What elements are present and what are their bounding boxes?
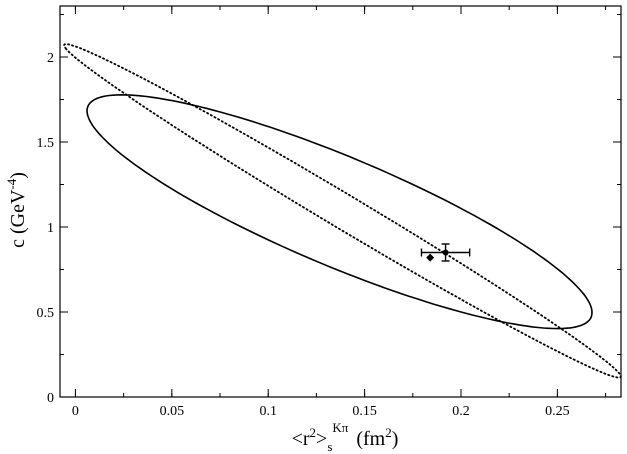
confidence-ellipses [63,43,622,379]
data-points [420,243,471,262]
data-point-diamond [426,253,435,262]
data-point-circle [442,249,449,256]
x-axis-label: <r2>sKπ(fm2) [292,420,399,454]
x-tick-label: 0 [72,404,79,419]
y-tick-label: 0 [47,391,54,406]
x-axis: 0 0.05 0.1 0.15 0.2 0.25 [72,6,607,419]
x-tick-label: 0.25 [545,404,570,419]
solid-ellipse [86,93,593,330]
y-axis: 0 0.5 1 1.5 2 [37,14,621,406]
y-tick-label: 1 [47,221,54,236]
plot-frame [59,5,622,398]
x-tick-label: 0.05 [160,404,185,419]
dotted-ellipse [63,43,622,379]
y-tick-label: 0.5 [37,306,55,321]
x-tick-label: 0.1 [259,404,277,419]
x-tick-label: 0.15 [352,404,377,419]
y-tick-label: 1.5 [37,136,55,151]
y-axis-label: c (GeV-4) [4,172,29,248]
y-tick-label: 2 [47,51,54,66]
x-tick-label: 0.2 [452,404,470,419]
